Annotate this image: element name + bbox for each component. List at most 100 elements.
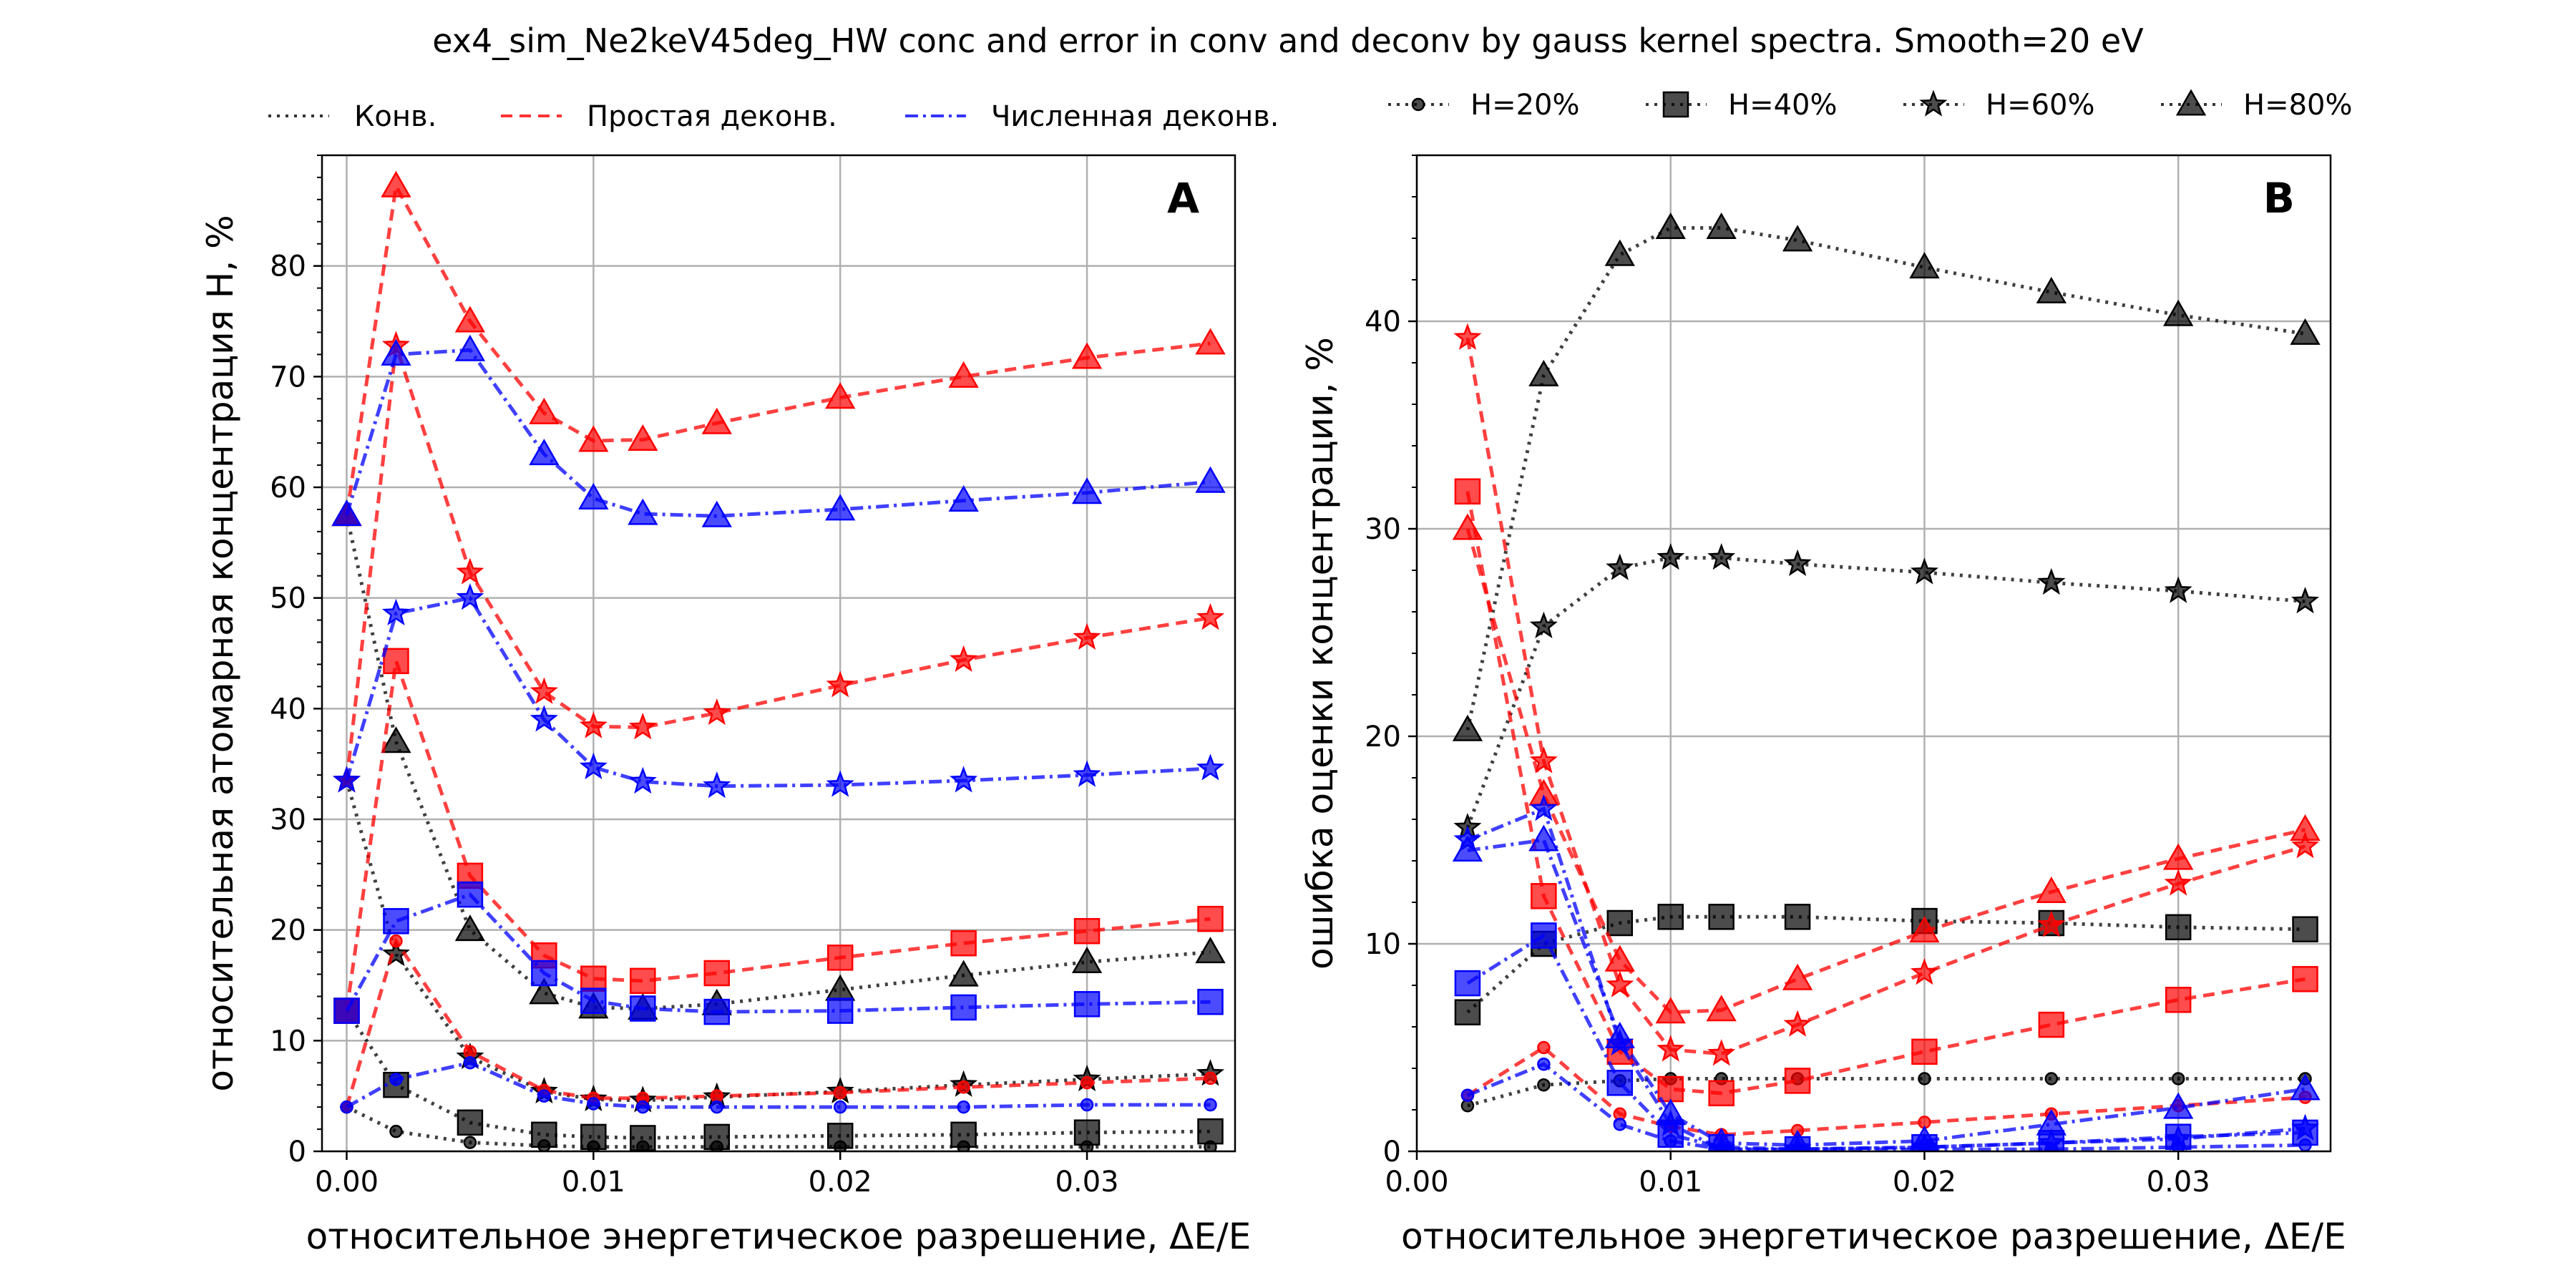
data-point [1080,1098,1094,1112]
data-point [1783,1010,1812,1037]
legend-label-conv: Конв. [354,100,436,133]
data-point [1657,543,1685,570]
data-point [948,361,979,388]
data-point [1454,970,1481,997]
data-point [579,711,608,738]
data-point [1529,794,1558,821]
y-tick-label: 70 [270,361,306,394]
data-point [587,1097,600,1111]
data-point [2037,910,2066,937]
data-point [1706,995,1737,1022]
data-point [454,306,486,333]
data-point [454,914,486,942]
data-point [2292,916,2318,942]
data-point [1528,359,1559,386]
data-point [1657,904,1684,930]
data-point [2291,831,2320,859]
data-point [1071,947,1103,974]
data-point [1782,963,1813,990]
series-line [1467,838,2306,1147]
legend-label-h20: H=20% [1470,89,1580,122]
data-point [2291,1113,2320,1141]
legend-label-simple: Простая деконв. [587,100,837,133]
legend-label-h80: H=80% [2243,89,2353,122]
data-point [1655,997,1686,1024]
data-point [1528,824,1559,852]
data-point [2036,876,2067,903]
data-point [825,382,856,409]
series-line [1465,528,2306,1015]
grid-b [1415,155,2331,1153]
data-point [1197,1118,1224,1145]
legend-entry-h40: H=40% [1646,89,1838,122]
plot-area-b [1452,212,2321,1151]
plot-area-a [331,170,1226,1151]
data-point [1073,917,1101,945]
data-point [1204,1071,1217,1085]
data-point [1785,1129,1810,1151]
data-point [454,334,486,361]
data-point [833,1100,847,1114]
legend-entry-h80: H=80% [2161,89,2353,122]
data-point [381,598,410,625]
data-point [580,987,607,1014]
series-simple-h80 [1452,513,2321,1024]
data-point [1918,1072,1931,1085]
series-conv-h80 [1452,212,2321,741]
data-point [1657,1075,1684,1103]
data-point [2036,276,2067,303]
data-point [1197,988,1224,1015]
series-line [1465,491,2306,1096]
data-point [580,965,607,992]
y-tick-label: 0 [1383,1136,1401,1169]
data-point [950,766,978,793]
data-point [1909,252,1940,279]
data-point [1452,714,1483,741]
data-point [701,500,732,527]
data-point [1783,549,1812,577]
legend-marker-h40 [1662,91,1689,118]
series-line [1465,337,2306,1056]
data-point [948,960,979,987]
data-point [630,967,656,995]
series-line [1465,556,2306,829]
data-point [948,485,979,512]
data-point [826,1123,854,1149]
x-tick-label: 0.03 [2147,1166,2210,1199]
data-point [1531,883,1557,909]
data-point [825,494,856,521]
x-tick-label: 0.02 [1893,1166,1956,1199]
data-point [2037,1128,2066,1151]
data-point [703,698,731,726]
data-point [1454,478,1481,505]
series-line [345,514,1211,1011]
data-point [2038,1011,2065,1038]
x-tick-label: 0.03 [1055,1166,1119,1199]
data-point [2164,576,2192,603]
data-point [1613,1118,1627,1131]
legend-label-numeric: Численная деконв. [991,100,1279,133]
data-point [825,974,856,1001]
data-point [1708,904,1735,930]
series-numeric-h40 [1454,922,2318,1151]
data-point [630,1125,656,1151]
data-point [383,908,409,935]
data-point [1606,553,1634,580]
data-point [703,998,731,1025]
legend-methods: Конв. Простая деконв. Численная деконв. [268,100,1279,133]
data-point [389,934,403,948]
data-point [1071,477,1103,504]
y-tick-label: 60 [270,472,306,504]
data-point [630,995,656,1022]
data-point [1073,623,1101,650]
legend-marker-h20 [1411,97,1425,112]
data-point [580,1123,607,1151]
data-point [340,1100,353,1114]
data-point [710,1089,724,1103]
y-axis-label-a: относительная атомарная концентрация H, … [200,215,241,1091]
data-point [456,583,484,610]
data-point [381,726,411,753]
data-point [2290,1073,2321,1101]
axes-frame-b [1415,154,2332,1153]
legend-label-h40: H=40% [1728,89,1838,122]
